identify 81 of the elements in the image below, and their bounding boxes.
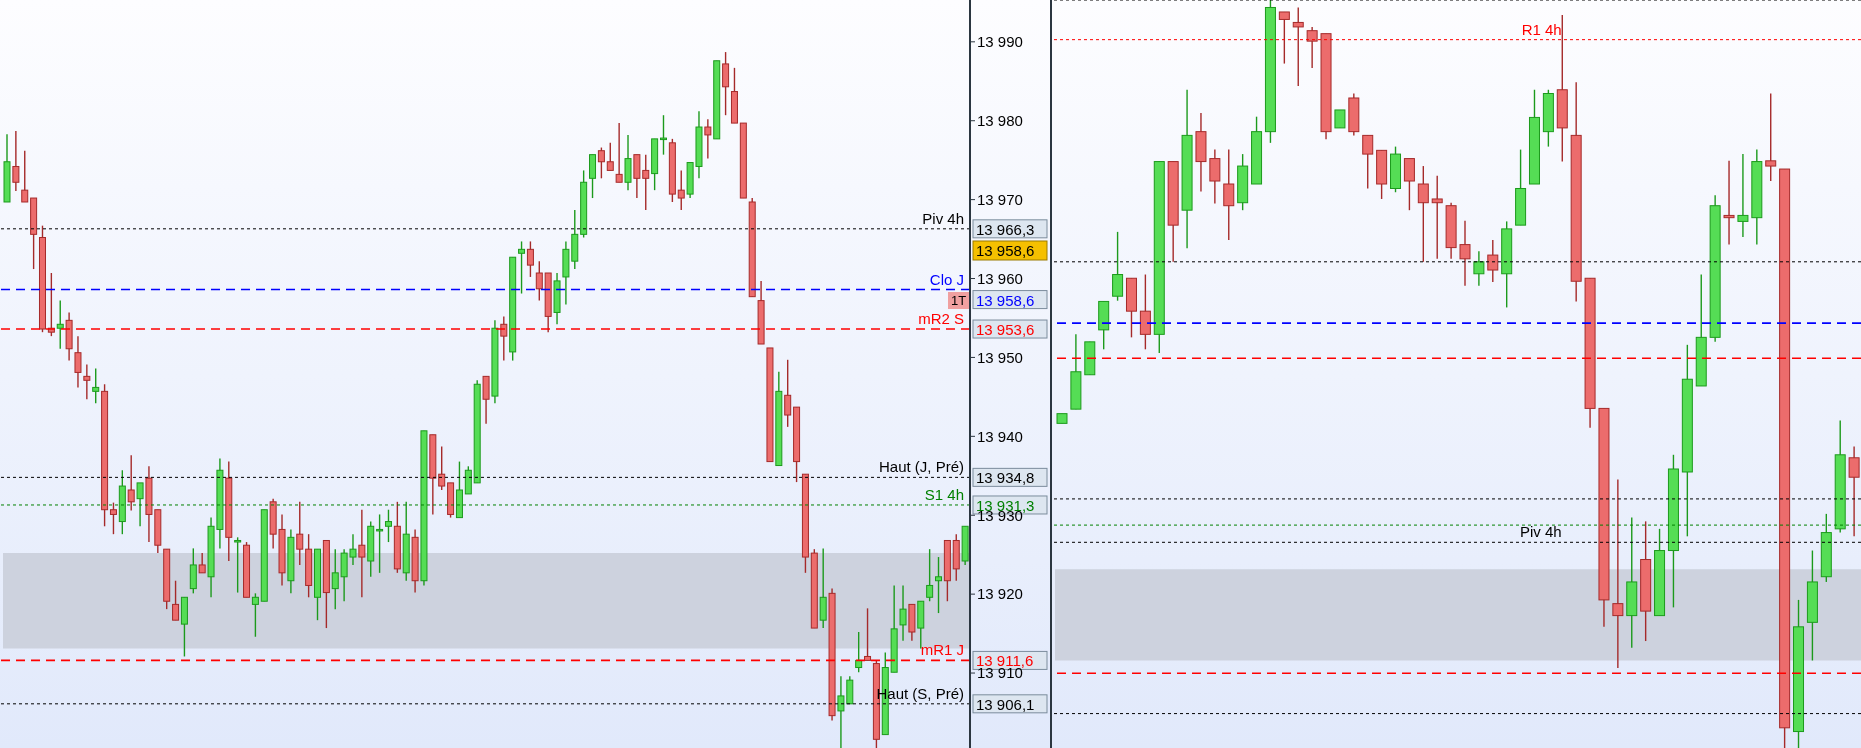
- y-tick-label: 13 990: [977, 33, 1023, 51]
- candlestick: [864, 607, 872, 662]
- candlestick: [198, 552, 206, 574]
- candlestick: [1223, 148, 1235, 241]
- candlestick: [189, 547, 197, 595]
- candlestick: [1209, 148, 1221, 205]
- candlestick: [1417, 165, 1429, 263]
- candlestick: [109, 501, 117, 535]
- y-tick-label: 13 920: [977, 585, 1023, 603]
- ref-line-label: Piv 4h: [922, 209, 964, 227]
- candlestick: [1612, 478, 1624, 669]
- candlestick: [615, 122, 623, 183]
- candlestick: [384, 509, 392, 543]
- candlestick: [1848, 445, 1860, 538]
- candlestick: [172, 580, 180, 621]
- candlestick: [127, 454, 135, 512]
- candlestick: [677, 169, 685, 211]
- candlestick: [464, 465, 472, 495]
- candlestick: [92, 367, 100, 404]
- candlestick: [660, 114, 667, 156]
- candlestick: [234, 536, 242, 594]
- ref-line-label: mR2 S: [918, 310, 964, 328]
- candlestick: [926, 548, 934, 602]
- y-tick-label: 13 950: [977, 348, 1023, 366]
- y-tick-label: 13 970: [977, 190, 1023, 208]
- candlestick: [722, 51, 730, 116]
- y-tick-label: 13 960: [977, 269, 1023, 287]
- ref-line-label: Clo J: [929, 270, 964, 288]
- candlestick: [704, 118, 712, 160]
- candlestick: [1362, 134, 1374, 190]
- candlestick: [12, 130, 20, 192]
- candlestick: [1723, 160, 1735, 246]
- ref-line-label: Piv 4h: [1519, 523, 1562, 541]
- candlestick: [589, 153, 597, 199]
- candlestick: [784, 359, 792, 428]
- candlestick: [535, 260, 543, 302]
- candlestick: [1278, 11, 1290, 65]
- candlestick: [624, 134, 632, 191]
- ref-line-label: mR1 J: [920, 641, 964, 659]
- candlestick: [136, 482, 144, 527]
- candlestick: [1431, 175, 1443, 260]
- text: 13 958,6: [976, 242, 1035, 259]
- candlestick: [1403, 157, 1415, 211]
- text: 13 953,6: [976, 321, 1035, 339]
- candlestick: [482, 375, 490, 425]
- text: 13 906,1: [976, 695, 1035, 713]
- candlestick: [1487, 239, 1499, 283]
- candlestick: [1139, 273, 1151, 351]
- text: 13 958,6: [976, 291, 1035, 309]
- candlestick: [74, 335, 82, 389]
- candlestick: [1459, 219, 1471, 287]
- candlestick: [1306, 26, 1318, 69]
- candlestick: [1292, 6, 1304, 87]
- candlestick: [518, 240, 526, 295]
- candlestick: [1112, 231, 1124, 302]
- text: 13 934,8: [976, 469, 1035, 487]
- candlestick: [251, 592, 259, 638]
- candlestick: [899, 584, 907, 642]
- candlestick: [1473, 250, 1485, 287]
- candlestick: [56, 299, 64, 350]
- y-tick-label: 13 940: [977, 427, 1023, 445]
- candlestick: [296, 501, 304, 566]
- candlestick: [438, 445, 446, 491]
- text: 13 966,3: [976, 220, 1035, 238]
- candlestick: [1737, 153, 1749, 238]
- candlestick: [376, 513, 384, 574]
- candlestick: [358, 509, 366, 598]
- candlestick: [935, 556, 943, 614]
- candlestick: [526, 240, 534, 278]
- candlestick: [500, 315, 508, 362]
- candlestick: [606, 142, 614, 172]
- candlestick: [21, 150, 29, 203]
- annotation: 1T: [950, 293, 967, 308]
- ref-line-label: Haut (J, Pré): [878, 458, 964, 476]
- candlestick: [1765, 92, 1777, 182]
- ref-line-label: R1 4h: [1521, 20, 1562, 38]
- y-tick-label: 13 980: [977, 112, 1023, 130]
- ref-line-label: S1 4h: [924, 485, 964, 503]
- candlestick: [597, 146, 605, 180]
- candlestick: [83, 363, 91, 400]
- candlestick: [819, 547, 827, 629]
